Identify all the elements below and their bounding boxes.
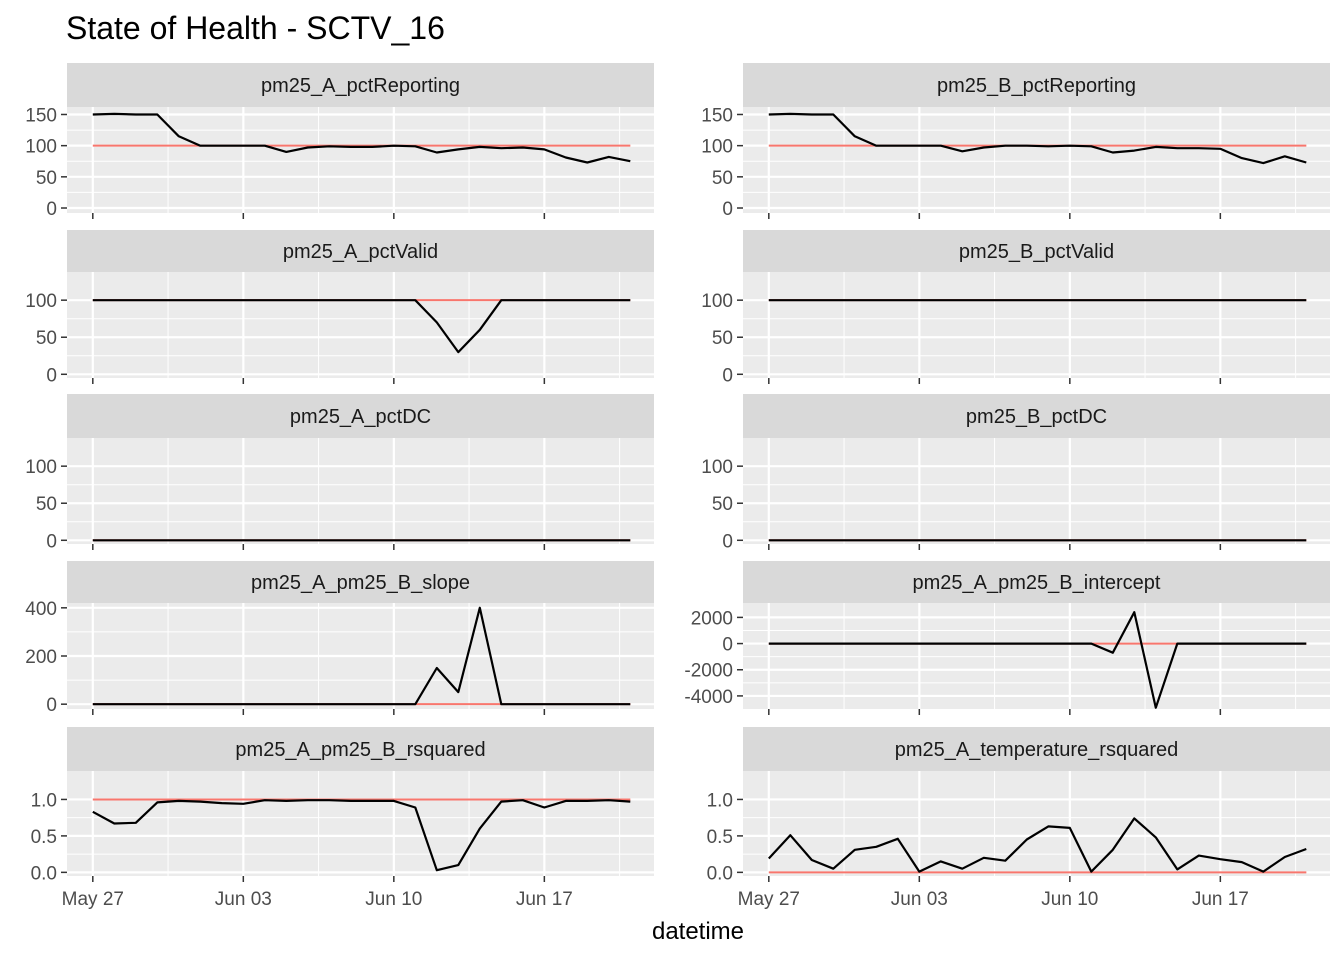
facet-strip <box>67 394 654 438</box>
y-tick-label: 0.5 <box>31 827 57 848</box>
x-tick-label: Jun 10 <box>1041 889 1098 910</box>
facet-pm25_A_pm25_B_slope: pm25_A_pm25_B_slope 0 200 400 <box>25 561 654 716</box>
y-tick-label: 200 <box>25 647 57 668</box>
y-tick-label: 0 <box>722 365 733 386</box>
y-tick-label: 100 <box>701 457 733 478</box>
x-axis-title: datetime <box>652 918 744 945</box>
panel-background <box>67 771 654 876</box>
panel-background <box>67 107 654 213</box>
y-tick-label: 0 <box>46 531 57 552</box>
y-tick-label: 100 <box>701 137 733 158</box>
panel-background <box>743 272 1330 378</box>
y-tick-label: 50 <box>712 494 733 515</box>
y-tick-label: 0 <box>46 199 57 220</box>
y-tick-label: 50 <box>36 328 57 349</box>
y-tick-label: 1.0 <box>31 790 57 811</box>
facet-strip-label: pm25_B_pctValid <box>959 241 1114 263</box>
y-tick-label: -4000 <box>684 687 733 708</box>
facet-pm25_A_temperature_rsquared: pm25_A_temperature_rsquared 0.0 0.5 1.0 May … <box>707 727 1330 910</box>
x-tick-label: Jun 10 <box>365 889 422 910</box>
y-tick-label: 100 <box>25 291 57 312</box>
y-tick-label: 50 <box>712 328 733 349</box>
facet-strip <box>743 727 1330 771</box>
y-tick-label: 100 <box>701 291 733 312</box>
facet-strip-label: pm25_A_temperature_rsquared <box>895 739 1179 761</box>
facet-strip-label: pm25_A_pctReporting <box>261 75 460 97</box>
y-tick-label: 0 <box>46 695 57 716</box>
panel-background <box>743 603 1330 709</box>
y-tick-label: 150 <box>701 105 733 126</box>
facet-strip-label: pm25_A_pctValid <box>283 241 438 263</box>
x-tick-label: May 27 <box>62 889 124 910</box>
facet-strip-label: pm25_A_pm25_B_rsquared <box>235 739 485 761</box>
y-tick-label: 0.5 <box>707 827 733 848</box>
facet-strip <box>67 63 654 107</box>
y-tick-label: 150 <box>25 105 57 126</box>
y-tick-label: 100 <box>25 137 57 158</box>
y-tick-label: 50 <box>36 494 57 515</box>
facet-strip <box>743 561 1330 603</box>
y-tick-label: -2000 <box>684 661 733 682</box>
panel-background <box>67 438 654 544</box>
y-tick-label: 50 <box>712 168 733 189</box>
y-tick-label: 50 <box>36 168 57 189</box>
series-line <box>768 611 1307 709</box>
chart-title: State of Health - SCTV_16 <box>66 10 445 46</box>
facet-strip-label: pm25_B_pctDC <box>966 406 1107 428</box>
facet-pm25_B_pctValid: pm25_B_pctValid 0 50 100 <box>701 230 1330 386</box>
facet-pm25_A_pm25_B_intercept: pm25_A_pm25_B_intercept -4000 -2000 0 2000 <box>684 561 1330 715</box>
panel-background <box>743 107 1330 213</box>
series-line <box>92 112 631 164</box>
facet-strip-label: pm25_B_pctReporting <box>937 75 1136 97</box>
facet-pm25_A_pctReporting: pm25_A_pctReporting 0 50 100 150 <box>25 63 654 220</box>
y-tick-label: 0.0 <box>31 863 57 884</box>
facet-strip <box>67 561 654 603</box>
y-tick-label: 0 <box>722 531 733 552</box>
series-line <box>92 606 631 706</box>
facet-strip <box>743 63 1330 107</box>
x-tick-label: Jun 17 <box>1192 889 1249 910</box>
y-tick-label: 1.0 <box>707 790 733 811</box>
facet-pm25_A_pctValid: pm25_A_pctValid 0 50 100 <box>25 230 654 386</box>
y-tick-label: 100 <box>25 457 57 478</box>
panel-background <box>743 771 1330 876</box>
facet-pm25_A_pctDC: pm25_A_pctDC 0 50 100 <box>25 394 654 552</box>
facet-pm25_B_pctDC: pm25_B_pctDC 0 50 100 <box>701 394 1330 552</box>
facet-strip <box>67 727 654 771</box>
facet-pm25_A_pm25_B_rsquared: pm25_A_pm25_B_rsquared 0.0 0.5 1.0 May 27 Jun… <box>31 727 654 910</box>
panel-background <box>67 272 654 378</box>
y-tick-label: 0 <box>722 635 733 656</box>
facet-strip-label: pm25_A_pm25_B_slope <box>251 572 470 594</box>
y-tick-label: 0.0 <box>707 863 733 884</box>
x-tick-label: Jun 03 <box>891 889 948 910</box>
panel-background <box>743 438 1330 544</box>
facet-strip <box>743 394 1330 438</box>
series-line <box>92 299 631 354</box>
y-tick-label: 400 <box>25 599 57 620</box>
y-tick-label: 2000 <box>691 608 733 629</box>
series-line <box>768 112 1307 165</box>
x-tick-label: Jun 17 <box>516 889 573 910</box>
facet-strip-label: pm25_A_pctDC <box>290 406 431 428</box>
facet-pm25_B_pctReporting: pm25_B_pctReporting 0 50 100 150 <box>701 63 1330 220</box>
facet-strip <box>67 230 654 272</box>
facet-strip <box>743 230 1330 272</box>
facet-strip-label: pm25_A_pm25_B_intercept <box>913 572 1161 594</box>
series-line <box>92 799 631 872</box>
series-line <box>767 817 1307 873</box>
x-tick-label: May 27 <box>738 889 800 910</box>
y-tick-label: 0 <box>722 199 733 220</box>
y-tick-label: 0 <box>46 365 57 386</box>
facet-panels: pm25_A_pctReporting050100150pm25_B_pctRe… <box>25 63 1330 910</box>
x-tick-label: Jun 03 <box>215 889 272 910</box>
